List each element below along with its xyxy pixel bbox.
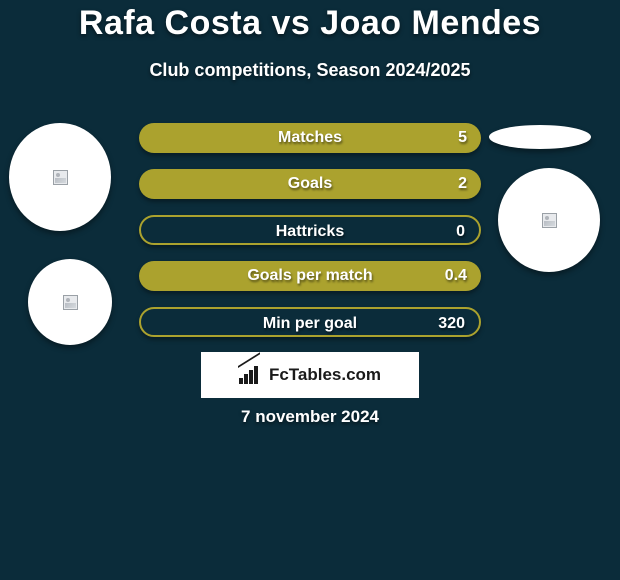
stat-bar: Min per goal320 [139,307,481,337]
stat-value: 2 [458,169,467,199]
stat-value: 320 [438,309,465,339]
stat-label: Goals per match [139,261,481,291]
avatar [498,168,600,272]
stat-value: 0.4 [445,261,467,291]
avatar [9,123,111,231]
stat-bars: Matches5Goals2Hattricks0Goals per match0… [139,123,481,353]
barchart-icon [239,366,263,384]
date-label: 7 november 2024 [0,407,620,427]
avatar [28,259,112,345]
subtitle: Club competitions, Season 2024/2025 [0,60,620,81]
stat-label: Goals [139,169,481,199]
stat-bar: Goals2 [139,169,481,199]
stat-label: Min per goal [141,309,479,339]
stat-bar: Goals per match0.4 [139,261,481,291]
stat-bar: Hattricks0 [139,215,481,245]
stat-label: Matches [139,123,481,153]
stat-bar: Matches5 [139,123,481,153]
brand-box: FcTables.com [201,352,419,398]
avatar [489,125,591,149]
stat-label: Hattricks [141,217,479,247]
placeholder-icon [63,295,78,310]
stat-value: 0 [456,217,465,247]
page-title: Rafa Costa vs Joao Mendes [0,4,620,43]
stat-value: 5 [458,123,467,153]
placeholder-icon [542,213,557,228]
placeholder-icon [53,170,68,185]
brand-text: FcTables.com [269,365,381,385]
